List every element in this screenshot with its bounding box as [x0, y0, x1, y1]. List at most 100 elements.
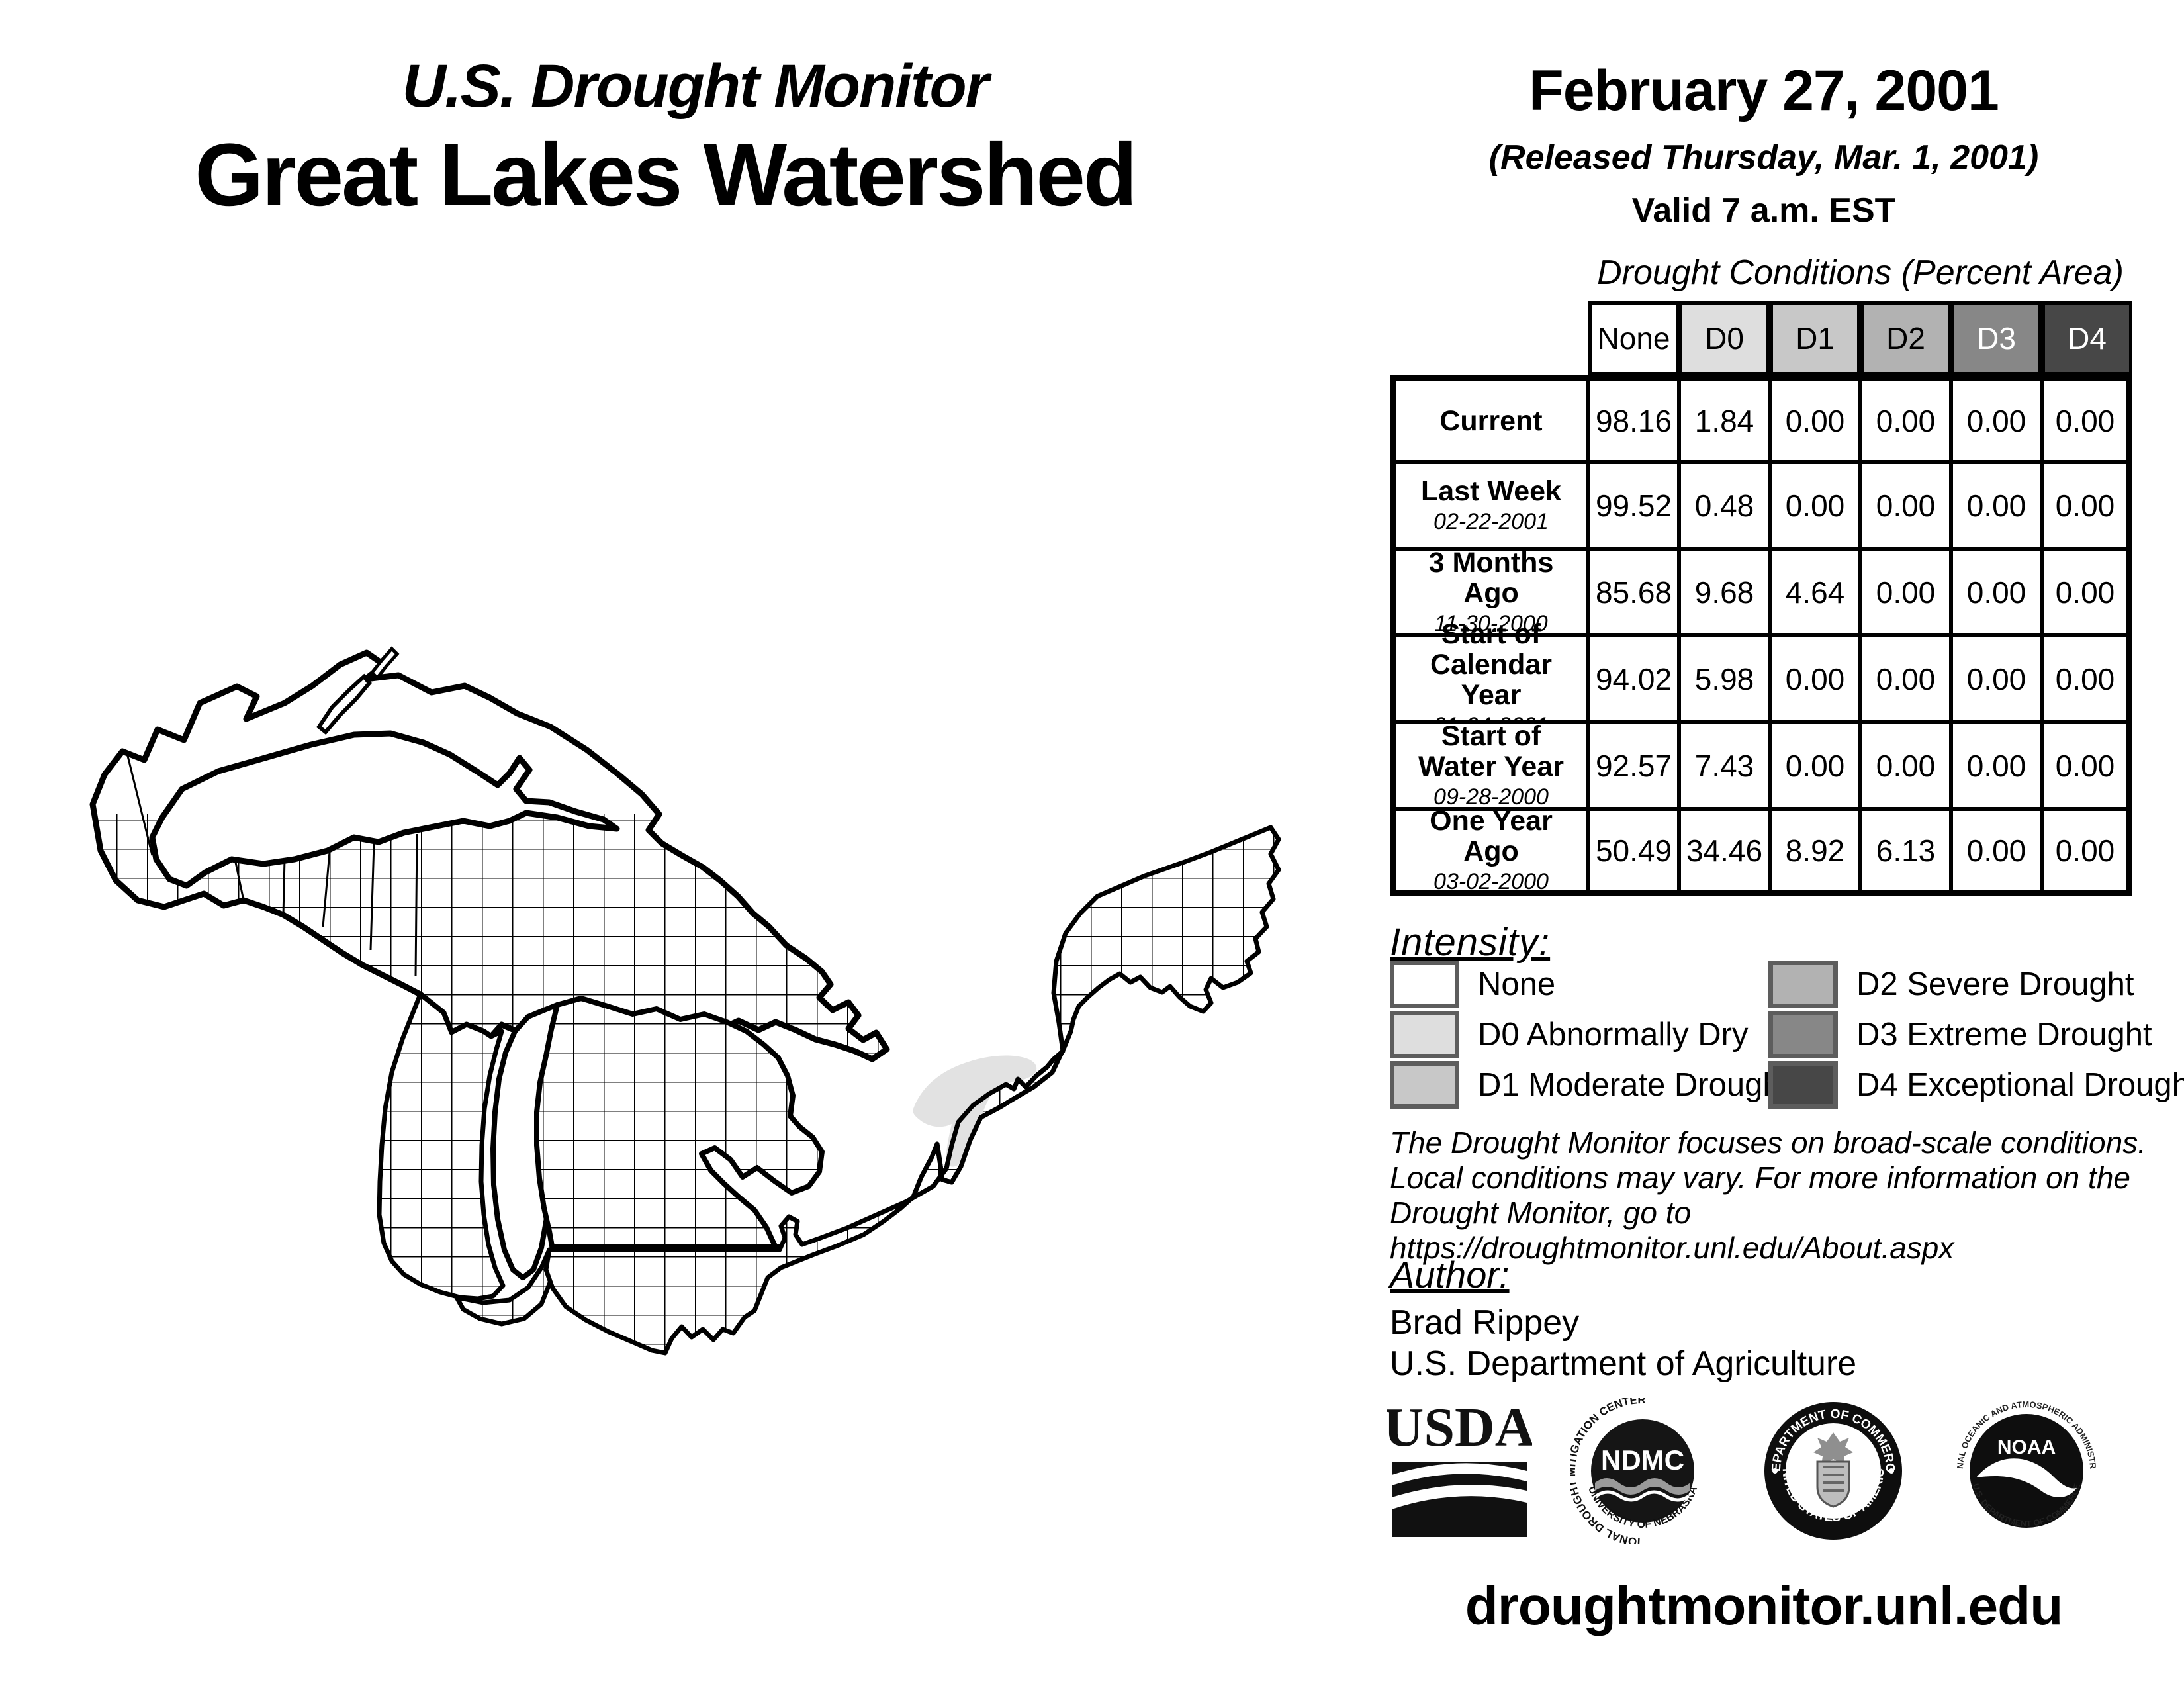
table-cell: 0.00 — [2042, 375, 2132, 462]
table-row-label: One Year Ago 03-02-2000 — [1390, 806, 1588, 896]
table-row-label: Last Week 02-22-2001 — [1390, 462, 1588, 549]
map-island-small — [369, 646, 400, 680]
legend-item-d2: D2 Severe Drought — [1768, 961, 2134, 1008]
table-cell: 0.00 — [1951, 722, 2042, 809]
table-caption: Drought Conditions (Percent Area) — [1597, 254, 2124, 292]
table-cell: 98.16 — [1588, 375, 1679, 462]
release-date: (Released Thursday, Mar. 1, 2001) — [1488, 138, 2039, 177]
table-cell: 0.00 — [1770, 722, 1860, 809]
legend-swatch-d1 — [1390, 1061, 1459, 1109]
noaa-logo: NATIONAL OCEANIC AND ATMOSPHERIC ADMINIS… — [1954, 1398, 2098, 1528]
drought-conditions-table: None D0 D1 D2 D3 D4 Current 98.16 1.84 0… — [1390, 301, 2132, 896]
map-eastern-arm-outline — [898, 1030, 1073, 1211]
table-cell: 0.00 — [2042, 635, 2132, 722]
map-county-grid-mitten — [537, 998, 822, 1250]
table-cell: 0.00 — [2042, 722, 2132, 809]
table-row-label: Start of Calendar Year01-04-2001 — [1390, 619, 1588, 738]
map-county-grid-up — [93, 814, 887, 1059]
table-cell: 50.49 — [1588, 809, 1679, 896]
table-cell: 0.00 — [1770, 635, 1860, 722]
usda-swoosh-3 — [1392, 1496, 1527, 1537]
valid-time: Valid 7 a.m. EST — [1631, 191, 1896, 230]
disclaimer-line: Local conditions may vary. For more info… — [1390, 1160, 2130, 1195]
table-cell: 0.00 — [2042, 809, 2132, 896]
table-cell: 0.00 — [1860, 722, 1951, 809]
legend-item-none: None — [1390, 961, 1555, 1008]
usda-logo-text: USDA — [1387, 1398, 1532, 1458]
author-name: Brad Rippey — [1390, 1303, 1580, 1342]
doc-eagle — [1813, 1432, 1853, 1466]
disclaimer-text: The Drought Monitor focuses on broad-sca… — [1390, 1125, 2151, 1266]
author-org: U.S. Department of Agriculture — [1390, 1344, 1857, 1383]
table-cell: 4.64 — [1770, 549, 1860, 635]
noaa-gull — [1976, 1458, 2077, 1497]
doc-star-left — [1772, 1468, 1778, 1474]
usda-swoosh-2 — [1392, 1474, 1527, 1497]
table-row-label: Current — [1390, 375, 1588, 462]
table-cell: 0.00 — [1860, 549, 1951, 635]
table-cell: 0.48 — [1679, 462, 1770, 549]
region-title: Great Lakes Watershed — [195, 126, 1138, 224]
header-spacer — [1390, 301, 1588, 375]
doc-star-right — [1889, 1468, 1894, 1474]
table-cell: 1.84 — [1679, 375, 1770, 462]
legend-item-d4: D4 Exceptional Drought — [1768, 1061, 2184, 1109]
table-cell: 0.00 — [2042, 462, 2132, 549]
table-cell: 94.02 — [1588, 635, 1679, 722]
table-cell: 0.00 — [1951, 375, 2042, 462]
table-cell: 85.68 — [1588, 549, 1679, 635]
page-title: U.S. Drought Monitor — [402, 52, 989, 120]
table-cell: 99.52 — [1588, 462, 1679, 549]
table-cell: 0.00 — [2042, 549, 2132, 635]
footer-url-link[interactable]: droughtmonitor.unl.edu — [1465, 1576, 2064, 1636]
map-d0-patch — [913, 1055, 1037, 1167]
ndmc-logo-text: NDMC — [1601, 1444, 1684, 1476]
table-cell: 0.00 — [1770, 462, 1860, 549]
doc-shield-stripes — [1823, 1466, 1844, 1492]
table-body: Current 98.16 1.84 0.00 0.00 0.00 0.00 L… — [1390, 375, 2132, 896]
table-cell: 0.00 — [1860, 375, 1951, 462]
legend-swatch-none — [1390, 961, 1459, 1008]
col-header-d1: D1 — [1770, 301, 1860, 375]
noaa-logo-text: NOAA — [1997, 1436, 2056, 1458]
table-row-label: Start of Water Year 09-28-2000 — [1390, 721, 1588, 810]
table-cell: 8.92 — [1770, 809, 1860, 896]
map-isle-royale — [316, 673, 372, 735]
disclaimer-line: The Drought Monitor focuses on broad-sca… — [1390, 1125, 2146, 1160]
table-cell: 5.98 — [1679, 635, 1770, 722]
legend-swatch-d0 — [1390, 1011, 1459, 1058]
legend-heading: Intensity: — [1390, 921, 1551, 964]
table-cell: 0.00 — [1951, 809, 2042, 896]
usda-swoosh-1 — [1392, 1462, 1527, 1475]
map-county-ticks-superior — [126, 753, 418, 977]
table-cell: 7.43 — [1679, 722, 1770, 809]
ndmc-wave — [1595, 1478, 1690, 1495]
legend-swatch-d4 — [1768, 1061, 1838, 1109]
col-header-d2: D2 — [1860, 301, 1951, 375]
table-cell: 0.00 — [1951, 635, 2042, 722]
table-cell: 0.00 — [1951, 549, 2042, 635]
legend-item-d0: D0 Abnormally Dry — [1390, 1011, 1748, 1058]
table-cell: 6.13 — [1860, 809, 1951, 896]
table-cell: 9.68 — [1679, 549, 1770, 635]
table-cell: 0.00 — [1860, 635, 1951, 722]
table-cell: 0.00 — [1860, 462, 1951, 549]
map-date: February 27, 2001 — [1529, 59, 1999, 122]
legend-swatch-d2 — [1768, 961, 1838, 1008]
author-heading: Author: — [1390, 1254, 1510, 1295]
col-header-d0: D0 — [1679, 301, 1770, 375]
legend-swatch-d3 — [1768, 1011, 1838, 1058]
col-header-none: None — [1588, 301, 1679, 375]
table-cell: 92.57 — [1588, 722, 1679, 809]
table-cell: 0.00 — [1770, 375, 1860, 462]
ndmc-wave-line — [1595, 1490, 1690, 1502]
table-cell: 0.00 — [1951, 462, 2042, 549]
table-row-label: 3 Months Ago 11-30-2000 — [1390, 547, 1588, 636]
legend-item-d1: D1 Moderate Drought — [1390, 1061, 1790, 1109]
col-header-d4: D4 — [2042, 301, 2132, 375]
great-lakes-watershed-map — [89, 646, 1281, 1356]
ndmc-logo: NATIONAL DROUGHT MITIGATION CENTER UNIVE… — [1570, 1398, 1700, 1544]
disclaimer-line: Drought Monitor, go to https://droughtmo… — [1390, 1196, 1954, 1265]
legend-item-d3: D3 Extreme Drought — [1768, 1011, 2152, 1058]
